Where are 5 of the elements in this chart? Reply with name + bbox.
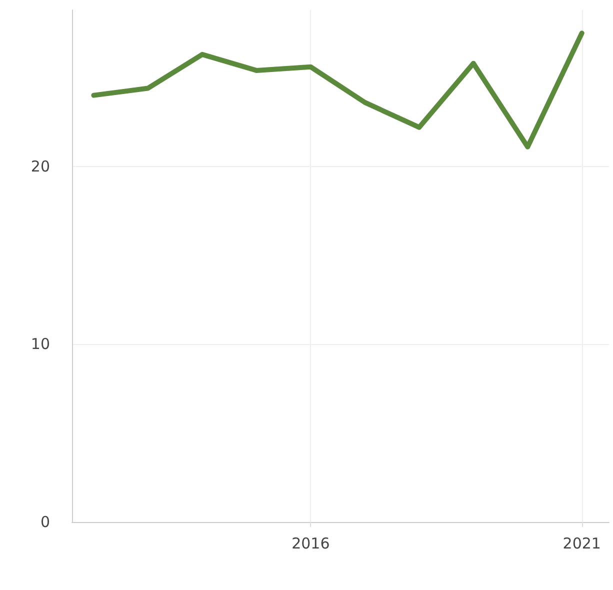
x-tick-label: 2021 <box>562 534 601 552</box>
y-tick-label: 20 <box>30 157 50 176</box>
y-tick-label: 0 <box>40 513 50 531</box>
x-tick-label: 2016 <box>292 534 330 552</box>
y-tick-label: 10 <box>30 335 50 354</box>
